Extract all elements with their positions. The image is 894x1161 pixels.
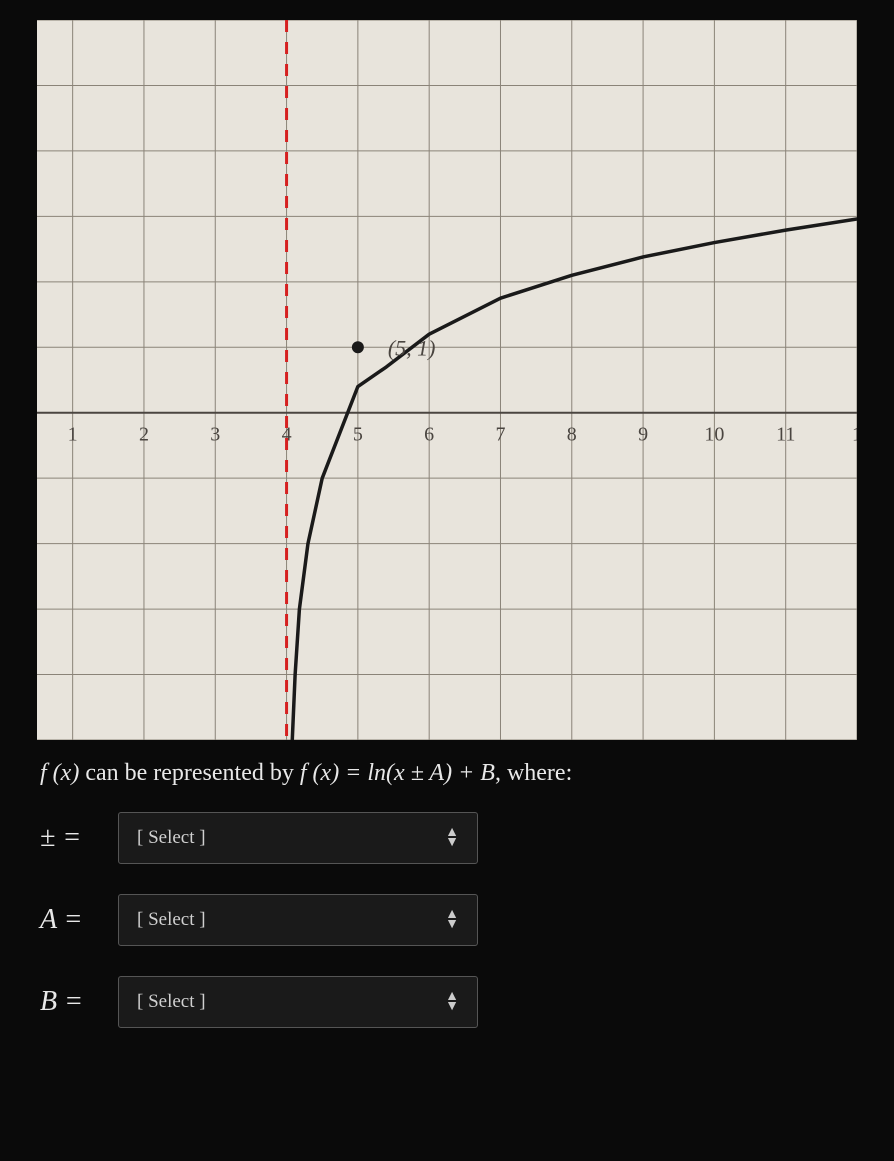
prompt-equation: f (x) = ln(x ± A) + B: [300, 760, 495, 786]
svg-text:(5, 1): (5, 1): [388, 335, 436, 360]
svg-text:1: 1: [68, 424, 78, 446]
prompt-mid: can be represented by: [79, 760, 300, 786]
graph-panel: 12345678910111(5, 1): [37, 20, 857, 740]
svg-text:8: 8: [567, 424, 577, 446]
svg-text:9: 9: [638, 424, 648, 446]
select-row-sign: ± = [ Select ] ▲▼: [40, 812, 854, 864]
prompt-suffix: , where:: [495, 760, 572, 786]
svg-text:10: 10: [704, 424, 724, 446]
svg-text:5: 5: [353, 424, 363, 446]
select-row-a: A = [ Select ] ▲▼: [40, 894, 854, 946]
svg-text:11: 11: [776, 424, 795, 446]
select-a[interactable]: [ Select ] ▲▼: [118, 894, 478, 946]
select-b[interactable]: [ Select ] ▲▼: [118, 976, 478, 1028]
updown-icon: ▲▼: [445, 910, 459, 930]
select-b-value: [ Select ]: [137, 991, 206, 1013]
svg-text:6: 6: [424, 424, 434, 446]
chart-svg: 12345678910111(5, 1): [37, 20, 857, 740]
select-sign-value: [ Select ]: [137, 827, 206, 849]
select-sign[interactable]: [ Select ] ▲▼: [118, 812, 478, 864]
svg-text:7: 7: [495, 424, 505, 446]
svg-text:1: 1: [852, 424, 857, 446]
label-a: A =: [40, 904, 100, 936]
prompt-text: f (x) can be represented by f (x) = ln(x…: [40, 760, 854, 787]
select-a-value: [ Select ]: [137, 909, 206, 931]
fx-prefix: f (x): [40, 760, 79, 786]
svg-text:3: 3: [210, 424, 220, 446]
svg-text:2: 2: [139, 424, 149, 446]
updown-icon: ▲▼: [445, 828, 459, 848]
label-sign: ± =: [40, 822, 100, 854]
updown-icon: ▲▼: [445, 992, 459, 1012]
select-row-b: B = [ Select ] ▲▼: [40, 976, 854, 1028]
label-b: B =: [40, 986, 100, 1018]
